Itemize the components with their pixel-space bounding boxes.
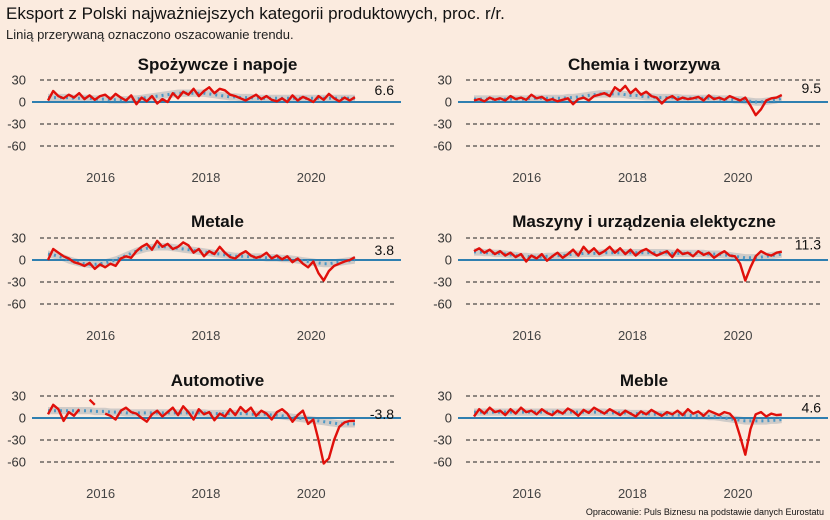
- panel-title: Chemia i tworzywa: [568, 55, 721, 74]
- x-tick-label: 2016: [512, 328, 541, 343]
- y-tick-label: 30: [12, 389, 26, 404]
- y-tick-label: -30: [7, 117, 26, 132]
- y-tick-label: -60: [433, 297, 452, 312]
- y-tick-label: -30: [7, 433, 26, 448]
- data-line: [46, 86, 356, 106]
- y-tick-label: 0: [445, 95, 452, 110]
- panel-title: Spożywcze i napoje: [138, 55, 298, 74]
- x-tick-label: 2018: [191, 486, 220, 501]
- y-tick-label: -30: [433, 433, 452, 448]
- x-tick-label: 2016: [512, 170, 541, 185]
- y-tick-label: 30: [438, 389, 452, 404]
- data-line: [473, 84, 783, 117]
- panel-title: Metale: [191, 212, 244, 231]
- x-tick-label: 2016: [512, 486, 541, 501]
- x-tick-label: 2018: [191, 328, 220, 343]
- end-value-label: -3.8: [370, 406, 394, 422]
- data-line: [46, 239, 356, 282]
- x-tick-label: 2018: [191, 170, 220, 185]
- y-tick-label: -60: [7, 139, 26, 154]
- y-tick-label: 0: [445, 253, 452, 268]
- end-value-label: 11.3: [795, 237, 821, 253]
- data-line: [46, 398, 355, 465]
- x-tick-label: 2020: [724, 328, 753, 343]
- y-tick-label: 0: [445, 411, 452, 426]
- y-tick-label: 30: [438, 231, 452, 246]
- y-tick-label: 0: [19, 411, 26, 426]
- y-tick-label: -30: [7, 275, 26, 290]
- x-tick-label: 2018: [618, 170, 647, 185]
- end-value-label: 9.5: [802, 80, 822, 96]
- x-tick-label: 2020: [297, 170, 326, 185]
- y-tick-label: -60: [7, 455, 26, 470]
- y-tick-label: 30: [12, 73, 26, 88]
- panel-title: Automotive: [171, 371, 265, 390]
- panel-title: Maszyny i urządzenia elektyczne: [512, 212, 776, 231]
- y-tick-label: -30: [433, 117, 452, 132]
- x-tick-label: 2020: [724, 170, 753, 185]
- y-tick-label: -60: [433, 455, 452, 470]
- y-tick-label: 30: [438, 73, 452, 88]
- panel-title: Meble: [620, 371, 668, 390]
- x-tick-label: 2018: [618, 328, 647, 343]
- end-value-label: 3.8: [375, 242, 395, 258]
- page-subtitle: Linią przerywaną oznaczono oszacowanie t…: [6, 27, 294, 42]
- trend-band: [474, 408, 782, 425]
- page-title: Eksport z Polski najważniejszych kategor…: [6, 4, 505, 23]
- trend-band: [48, 243, 355, 269]
- x-tick-label: 2018: [618, 486, 647, 501]
- x-tick-label: 2020: [724, 486, 753, 501]
- y-tick-label: 0: [19, 95, 26, 110]
- x-tick-label: 2020: [297, 328, 326, 343]
- x-tick-label: 2016: [86, 486, 115, 501]
- end-value-label: 4.6: [802, 400, 822, 416]
- x-tick-label: 2016: [86, 328, 115, 343]
- y-tick-label: -60: [433, 139, 452, 154]
- y-tick-label: -30: [433, 275, 452, 290]
- data-line: [473, 406, 782, 456]
- data-line: [473, 245, 783, 282]
- y-tick-label: 30: [12, 231, 26, 246]
- end-value-label: 6.6: [375, 82, 395, 98]
- y-tick-label: -60: [7, 297, 26, 312]
- y-tick-label: 0: [19, 253, 26, 268]
- x-tick-label: 2016: [86, 170, 115, 185]
- x-tick-label: 2020: [297, 486, 326, 501]
- source-note: Opracowanie: Puls Biznesu na podstawie d…: [585, 507, 824, 517]
